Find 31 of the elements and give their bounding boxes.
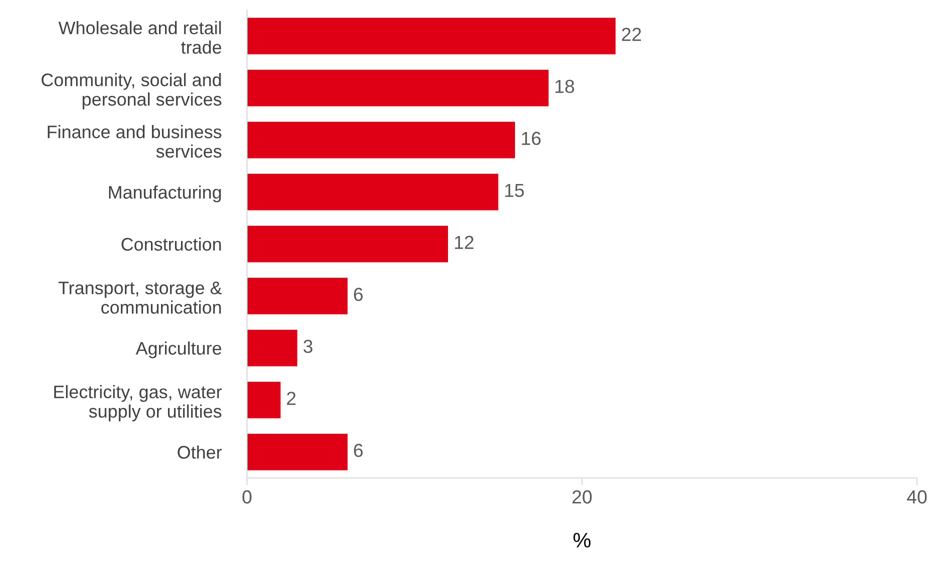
data-label: 2 — [287, 392, 296, 405]
data-label: 15 — [505, 184, 524, 198]
y-tick-label: Electricity, gas, water supply or utilities — [54, 385, 222, 422]
x-tick-label: 40 — [907, 490, 927, 504]
y-tick-label: Other — [178, 445, 222, 459]
y-tick-label: Community, social and personal services — [42, 73, 222, 110]
y-tick-label: Construction — [122, 237, 221, 251]
y-tick-label: Agriculture — [136, 341, 222, 358]
x-axis-title: % — [573, 532, 591, 548]
bar — [247, 70, 548, 106]
data-label: 3 — [304, 340, 312, 354]
bar — [247, 330, 298, 366]
bar — [247, 226, 448, 262]
bar — [247, 382, 280, 418]
x-tick-label: 0 — [242, 490, 252, 504]
data-label: 12 — [454, 236, 474, 249]
y-tick-label: Manufacturing — [109, 185, 221, 202]
data-label: 22 — [622, 28, 641, 41]
y-tick-label: Wholesale and retail trade — [58, 21, 222, 54]
data-label: 16 — [522, 132, 541, 146]
data-label: 6 — [354, 288, 363, 302]
y-tick-label: Finance and business services — [48, 125, 222, 158]
data-label: 18 — [555, 80, 574, 94]
bar — [247, 434, 348, 470]
bar — [247, 122, 515, 158]
x-tick-label: 20 — [572, 490, 592, 504]
bar — [247, 278, 348, 314]
bar — [247, 174, 498, 210]
data-label: 6 — [354, 444, 363, 458]
y-tick-label: Transport, storage & communication — [58, 282, 222, 314]
bar — [247, 18, 616, 54]
